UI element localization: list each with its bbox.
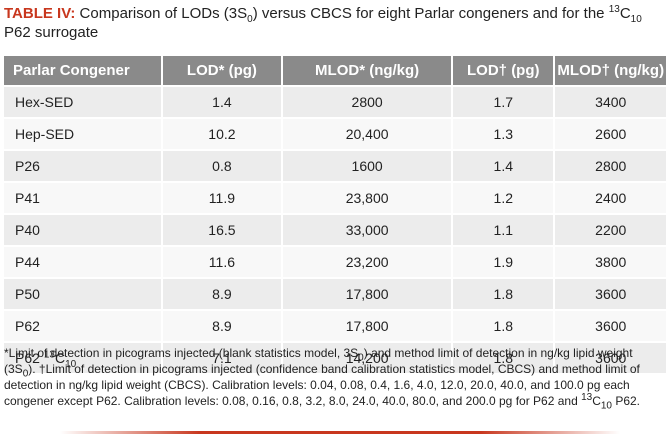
- cell-congener: P26: [4, 149, 162, 182]
- cell-lod-star: 11.9: [160, 181, 283, 214]
- cell-congener: P62: [4, 309, 162, 342]
- header-lod-dagger: LOD† (pg): [451, 56, 555, 86]
- cell-congener: P62 13C10: [4, 341, 162, 373]
- cell-lod-dagger: 1.3: [451, 117, 555, 150]
- caption-subscript: 10: [630, 14, 642, 25]
- cell-lod-star: 11.6: [160, 245, 283, 278]
- cell-lod-star: 8.9: [160, 309, 283, 342]
- table-row: P44 11.6 23,200 1.9 3800: [4, 245, 666, 278]
- congener-name: P62: [15, 350, 44, 366]
- cell-congener: P40: [4, 213, 162, 246]
- cell-congener: P41: [4, 181, 162, 214]
- cell-lod-dagger: 1.2: [451, 181, 555, 214]
- lod-comparison-table: Parlar Congener LOD* (pg) MLOD* (ng/kg) …: [4, 56, 666, 373]
- isotope-superscript: 13: [43, 349, 55, 361]
- footnote-superscript: 13: [581, 392, 593, 403]
- table-row: P62 13C10 7.1 14,200 1.8 3600: [4, 341, 666, 373]
- cell-mlod-dagger: 3800: [553, 245, 666, 278]
- header-mlod-dagger: MLOD† (ng/kg): [553, 56, 666, 86]
- cell-mlod-dagger: 3400: [553, 85, 666, 118]
- caption-text: ) versus CBCS for eight Parlar congeners…: [252, 5, 609, 22]
- table-row: Hex-SED 1.4 2800 1.7 3400: [4, 85, 666, 118]
- cell-mlod-dagger: 3600: [553, 309, 666, 342]
- cell-lod-star: 16.5: [160, 213, 283, 246]
- cell-mlod-star: 14,200: [281, 341, 453, 373]
- table-caption: TABLE IV: Comparison of LODs (3S0) versu…: [4, 4, 666, 42]
- footnote-subscript: 0: [22, 368, 29, 380]
- cell-congener: Hep-SED: [4, 117, 162, 150]
- cell-mlod-dagger: 3600: [553, 277, 666, 310]
- footnote-text: ). †Limit of detection in picograms inje…: [4, 362, 640, 408]
- caption-superscript: 13: [608, 4, 620, 15]
- caption-text: C: [619, 5, 631, 22]
- footnote-text: P62.: [612, 394, 641, 408]
- cell-lod-star: 8.9: [160, 277, 283, 310]
- cell-lod-dagger: 1.4: [451, 149, 555, 182]
- table-row: P62 8.9 17,800 1.8 3600: [4, 309, 666, 342]
- cell-lod-star: 7.1: [160, 341, 283, 373]
- footnote-text: C: [592, 394, 601, 408]
- cell-lod-dagger: 1.9: [451, 245, 555, 278]
- header-mlod-star: MLOD* (ng/kg): [281, 56, 453, 86]
- table-label: TABLE IV:: [4, 5, 76, 22]
- footnote-text: *Limit of detection in picograms injecte…: [4, 346, 359, 360]
- cell-mlod-star: 33,000: [281, 213, 453, 246]
- cell-lod-dagger: 1.8: [451, 309, 555, 342]
- cell-lod-dagger: 1.8: [451, 341, 555, 373]
- caption-text: Comparison of LODs (3S: [75, 5, 248, 22]
- cell-mlod-star: 1600: [281, 149, 453, 182]
- footnote-subscript: 10: [600, 400, 612, 412]
- congener-name-part: C: [54, 350, 66, 366]
- isotope-subscript: 10: [65, 358, 77, 370]
- cell-mlod-star: 17,800: [281, 309, 453, 342]
- footnote-subscript: 0: [358, 352, 364, 364]
- cell-mlod-dagger: 3600: [553, 341, 666, 373]
- cell-mlod-dagger: 2200: [553, 213, 666, 246]
- cell-congener: P44: [4, 245, 162, 278]
- cell-congener: Hex-SED: [4, 85, 162, 118]
- cell-mlod-star: 23,800: [281, 181, 453, 214]
- table-row: P41 11.9 23,800 1.2 2400: [4, 181, 666, 214]
- table-row: P50 8.9 17,800 1.8 3600: [4, 277, 666, 310]
- table-footnote: *Limit of detection in picograms injecte…: [4, 345, 666, 412]
- cell-mlod-star: 2800: [281, 85, 453, 118]
- cell-lod-dagger: 1.7: [451, 85, 555, 118]
- cell-lod-dagger: 1.8: [451, 277, 555, 310]
- table-row: P26 0.8 1600 1.4 2800: [4, 149, 666, 182]
- bottom-accent-rule: [60, 431, 620, 434]
- cell-lod-dagger: 1.1: [451, 213, 555, 246]
- table-row: Hep-SED 10.2 20,400 1.3 2600: [4, 117, 666, 150]
- caption-subscript: 0: [247, 14, 253, 25]
- header-congener: Parlar Congener: [4, 56, 162, 86]
- cell-mlod-star: 17,800: [281, 277, 453, 310]
- cell-lod-star: 10.2: [160, 117, 283, 150]
- cell-lod-star: 1.4: [160, 85, 283, 118]
- caption-text: P62 surrogate: [4, 24, 99, 41]
- cell-mlod-dagger: 2400: [553, 181, 666, 214]
- table-row: P40 16.5 33,000 1.1 2200: [4, 213, 666, 246]
- cell-lod-star: 0.8: [160, 149, 283, 182]
- cell-mlod-dagger: 2800: [553, 149, 666, 182]
- cell-congener: P50: [4, 277, 162, 310]
- header-lod-star: LOD* (pg): [160, 56, 283, 86]
- cell-mlod-star: 23,200: [281, 245, 453, 278]
- footnote-text: ) and method limit of detection in ng/kg…: [4, 346, 633, 376]
- cell-mlod-dagger: 2600: [553, 117, 666, 150]
- cell-mlod-star: 20,400: [281, 117, 453, 150]
- table-header-row: Parlar Congener LOD* (pg) MLOD* (ng/kg) …: [4, 56, 666, 86]
